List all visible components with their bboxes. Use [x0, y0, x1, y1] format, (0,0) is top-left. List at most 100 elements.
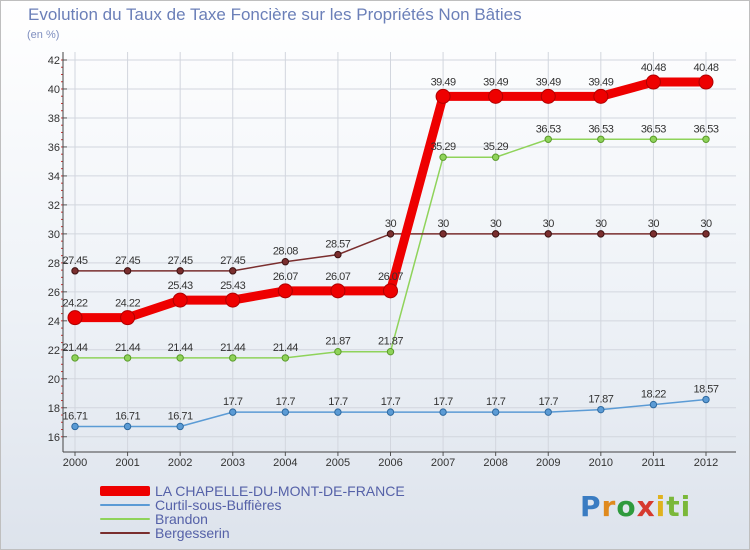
x-tick-label: 2009 [536, 457, 560, 469]
data-point [439, 153, 447, 161]
data-point [176, 422, 184, 431]
data-label: 30 [595, 218, 607, 230]
x-tick-label: 2011 [642, 457, 666, 469]
data-point [176, 267, 184, 275]
data-point [593, 88, 609, 104]
logo-letter: x [636, 490, 656, 523]
y-tick-label: 34 [48, 171, 60, 183]
legend-swatch-bergesserin [100, 532, 150, 534]
legend-item-curtil: Curtil-sous-Buffières [100, 498, 480, 512]
data-point [491, 230, 500, 238]
data-label: 21.44 [220, 342, 245, 354]
data-point [123, 267, 132, 275]
data-point [334, 250, 342, 259]
legend-item-brandon: Brandon [100, 512, 480, 526]
x-tick-label: 2010 [589, 457, 613, 469]
data-point [229, 267, 237, 275]
legend-swatch-brandon [100, 518, 150, 520]
legend-label-brandon: Brandon [155, 511, 208, 527]
data-label: 30 [385, 218, 397, 230]
data-label: 25.43 [220, 280, 245, 292]
legend-swatch-curtil [100, 504, 150, 506]
x-tick-label: 2001 [115, 457, 139, 469]
legend-swatch-la-chapelle [100, 486, 150, 496]
data-label: 17.7 [328, 396, 348, 408]
data-label: 26.07 [273, 271, 298, 283]
legend-item-la-chapelle: LA CHAPELLE-DU-MONT-DE-FRANCE [100, 484, 480, 498]
data-label: 16.71 [115, 410, 140, 422]
data-point [334, 408, 342, 416]
data-point [176, 354, 184, 362]
logo-letter: i [655, 490, 667, 523]
data-label: 30 [543, 218, 555, 230]
y-tick-label: 30 [48, 229, 60, 241]
y-tick-label: 24 [48, 316, 60, 328]
data-label: 17.7 [486, 396, 506, 408]
data-point [702, 230, 710, 238]
data-point [597, 135, 605, 143]
x-tick-label: 2005 [326, 457, 350, 469]
data-label: 36.53 [588, 123, 613, 135]
data-label: 21.44 [168, 342, 193, 354]
data-point [698, 74, 714, 90]
data-label: 21.44 [273, 342, 298, 354]
data-label: 27.45 [115, 255, 140, 267]
x-tick-label: 2006 [378, 457, 402, 469]
x-tick-label: 2008 [483, 457, 507, 469]
data-label: 21.44 [62, 342, 87, 354]
data-point [645, 74, 661, 90]
legend-label-bergesserin: Bergesserin [155, 525, 230, 541]
data-label: 36.53 [693, 123, 718, 135]
data-point [439, 408, 447, 416]
y-tick-label: 38 [48, 113, 60, 125]
y-tick-label: 28 [48, 258, 60, 270]
data-label: 40.48 [641, 62, 666, 74]
x-tick-label: 2012 [694, 457, 718, 469]
data-point [71, 422, 79, 431]
data-point [71, 354, 79, 362]
data-label: 18.57 [693, 384, 718, 396]
data-point [439, 230, 447, 238]
data-label: 30 [437, 218, 449, 230]
data-point [702, 395, 710, 404]
y-tick-label: 40 [48, 84, 60, 96]
data-label: 28.57 [325, 239, 350, 251]
y-tick-label: 36 [48, 142, 60, 154]
logo-letter: r [601, 490, 617, 523]
y-tick-label: 20 [48, 374, 60, 386]
data-label: 17.7 [276, 396, 296, 408]
data-label: 17.87 [588, 394, 613, 406]
data-point [386, 347, 395, 356]
y-tick-label: 16 [48, 432, 60, 444]
y-tick-label: 22 [48, 345, 60, 357]
x-tick-label: 2002 [168, 457, 192, 469]
data-label: 27.45 [168, 255, 193, 267]
data-point [702, 135, 710, 143]
data-point [123, 354, 132, 362]
data-label: 27.45 [220, 255, 245, 267]
data-label: 24.22 [115, 298, 140, 310]
data-label: 27.45 [62, 255, 87, 267]
data-point [386, 230, 395, 238]
data-point [67, 310, 83, 326]
data-point [281, 258, 290, 266]
x-tick-label: 2000 [63, 457, 87, 469]
data-point [491, 153, 500, 161]
y-axis-unit: (en %) [27, 29, 60, 41]
data-point [597, 405, 605, 414]
data-label: 35.29 [431, 141, 456, 153]
legend-label-la-chapelle: LA CHAPELLE-DU-MONT-DE-FRANCE [155, 483, 405, 499]
data-point [540, 88, 556, 104]
y-tick-label: 42 [48, 55, 60, 67]
chart-title: Evolution du Taux de Taxe Foncière sur l… [28, 5, 522, 24]
data-label: 17.7 [223, 396, 243, 408]
data-point [281, 408, 290, 416]
data-point [544, 135, 552, 143]
data-point [544, 230, 552, 238]
data-point [544, 408, 552, 416]
data-label: 21.87 [325, 336, 350, 348]
data-point [435, 88, 451, 104]
logo-letter: ti [666, 490, 692, 523]
legend-item-bergesserin: Bergesserin [100, 526, 480, 540]
